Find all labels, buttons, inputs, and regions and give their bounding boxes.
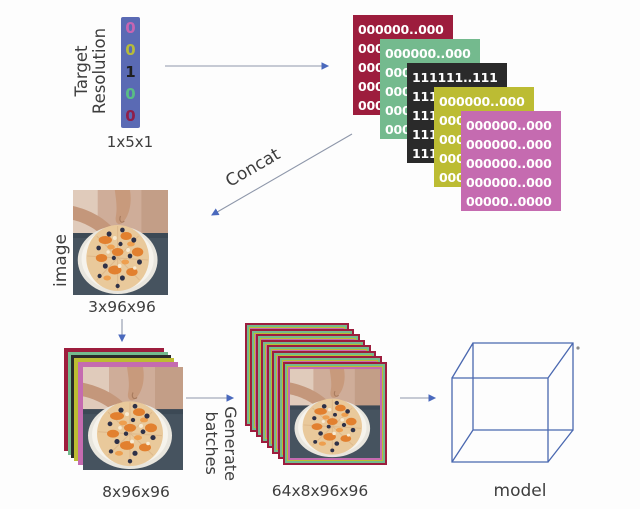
target-resolution-label-line1: Target	[72, 45, 91, 97]
one-hot-digit: 0	[125, 85, 136, 104]
target-resolution-label: Target Resolution	[72, 25, 113, 117]
matrix-row: 000000..000	[466, 175, 552, 190]
generate-batches-line1: Generate	[221, 406, 241, 481]
one-hot-digit: 0	[125, 18, 136, 37]
generate-batches-label: Generate batches	[202, 406, 241, 481]
image-label: image	[51, 234, 71, 287]
one-hot-digit: 0	[125, 107, 136, 126]
image-dims-label: 3x96x96	[88, 298, 156, 316]
matrix-row: 00000..0000	[466, 194, 552, 209]
model-label: model	[493, 481, 547, 501]
matrix-row: 000000..000	[385, 46, 471, 61]
generate-batches-line2: batches	[202, 411, 221, 475]
matrix-row: 000000..000	[466, 118, 552, 133]
one-hot-strip: 0 0 1 0 0	[121, 17, 140, 128]
one-hot-digit: 0	[125, 40, 136, 59]
matrix-row: 000000..000	[466, 137, 552, 152]
matrix-row: 111111..111	[412, 70, 498, 85]
speck	[576, 346, 580, 350]
strip-dims-label: 1x5x1	[106, 133, 154, 151]
stack64-dims-label: 64x8x96x96	[271, 482, 369, 500]
channel-matrix-pink: 000000..000 000000..000 000000..000 0000…	[461, 111, 561, 211]
concat-label: Concat	[222, 144, 284, 192]
batch-layer	[283, 362, 387, 465]
stack8-pizza-image	[83, 367, 183, 470]
target-resolution-label-line2: Resolution	[90, 27, 110, 115]
pizza-image	[73, 190, 168, 295]
matrix-row: 000000..000	[439, 94, 525, 109]
one-hot-digit: 1	[125, 62, 136, 81]
model-cube	[451, 342, 574, 463]
stack8-dims-label: 8x96x96	[102, 483, 170, 501]
matrix-row: 000000..000	[358, 22, 444, 37]
matrix-row: 000000..000	[466, 156, 552, 171]
